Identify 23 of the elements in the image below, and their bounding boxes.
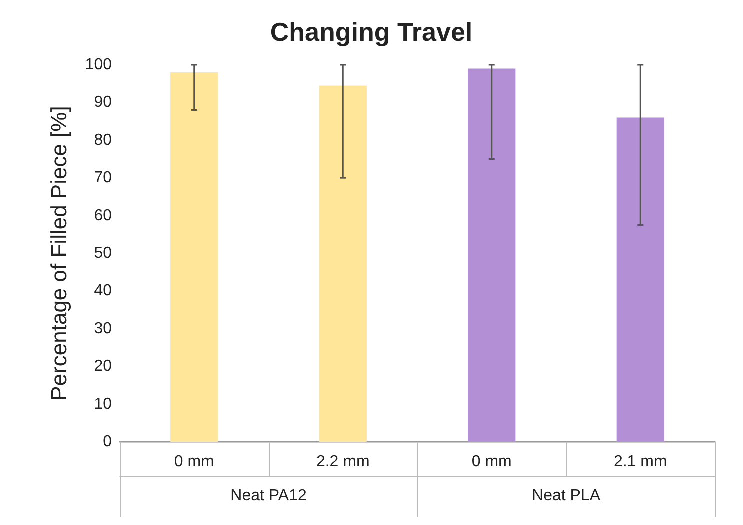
bar xyxy=(170,72,218,442)
x-tick-label: 0 mm xyxy=(174,454,214,470)
bar xyxy=(468,68,516,442)
text: Neat PA12 xyxy=(230,488,307,504)
y-tick-label: 90 xyxy=(94,94,112,112)
bar xyxy=(319,86,367,442)
y-tick-label: 100 xyxy=(85,56,112,74)
y-tick-label: 0 xyxy=(103,434,112,450)
y-tick-label: 70 xyxy=(94,170,112,187)
y-tick-label: 20 xyxy=(94,358,112,376)
text: Neat PLA xyxy=(532,488,601,504)
y-tick-label: 80 xyxy=(94,132,112,149)
y-tick-label: 10 xyxy=(94,396,112,413)
bar xyxy=(616,118,664,442)
x-tick-label: 2.1 mm xyxy=(614,454,668,470)
x-tick-label: 2.2 mm xyxy=(316,454,370,470)
chart-title: Changing Travel xyxy=(270,17,473,47)
y-tick-label: 40 xyxy=(94,282,112,300)
x-tick-label: 0 mm xyxy=(472,454,512,470)
y-tick-label: 30 xyxy=(94,320,112,338)
y-tick-label: 50 xyxy=(94,245,112,262)
y-axis-title: Percentage of Filled Piece [%] xyxy=(46,106,72,401)
y-tick-label: 60 xyxy=(94,207,112,224)
